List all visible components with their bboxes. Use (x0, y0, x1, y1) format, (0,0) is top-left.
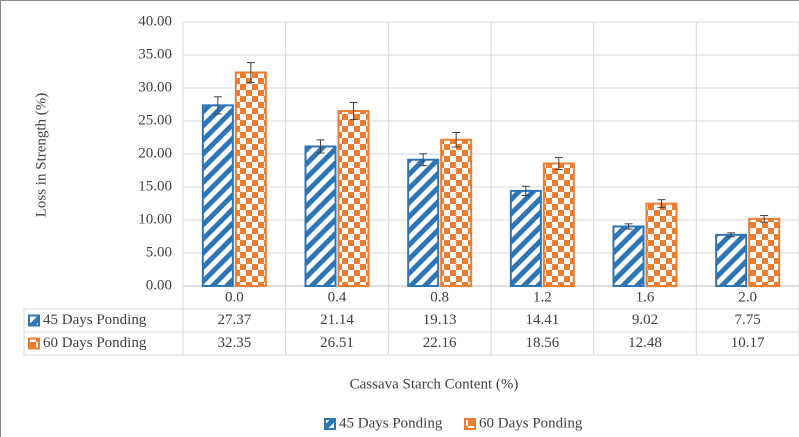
y-tick-label: 5.00 (146, 244, 172, 260)
bar (440, 138, 473, 287)
bar (748, 217, 781, 288)
x-tick-label: 2.0 (738, 289, 757, 305)
y-tick-label: 40.00 (138, 13, 172, 29)
table-value: 19.13 (423, 312, 457, 328)
x-axis-title: Cassava Starch Content (%) (350, 376, 519, 392)
y-tick-label: 20.00 (138, 145, 172, 161)
bar (201, 104, 234, 287)
bar (509, 189, 542, 287)
y-tick-label: 25.00 (138, 112, 172, 128)
y-tick-label: 10.00 (138, 211, 172, 227)
x-tick-label: 0.8 (430, 289, 449, 305)
table-value: 9.02 (632, 312, 658, 328)
x-tick-label: 1.2 (533, 289, 552, 305)
y-tick-label: 35.00 (138, 46, 172, 62)
x-tick-label: 0.4 (328, 289, 347, 305)
bar (337, 110, 370, 287)
bar (645, 202, 678, 287)
x-tick-label: 0.0 (225, 289, 244, 305)
bar (234, 71, 267, 287)
bar (715, 233, 748, 288)
x-tick-label: 1.6 (636, 289, 655, 305)
table-value: 21.14 (320, 312, 354, 328)
table-value: 10.17 (731, 335, 765, 351)
y-tick-label: 0.00 (146, 277, 172, 293)
table-value: 12.48 (628, 335, 662, 351)
table-value: 32.35 (217, 335, 251, 351)
table-value: 22.16 (423, 335, 457, 351)
legend-label: 60 Days Ponding (479, 415, 583, 431)
table-legend-key (28, 337, 40, 350)
y-tick-label: 30.00 (138, 79, 172, 95)
bar (612, 225, 645, 288)
table-series-name: 60 Days Ponding (43, 335, 147, 351)
table-value: 26.51 (320, 335, 354, 351)
bar (407, 158, 440, 288)
legend-label: 45 Days Ponding (339, 415, 443, 431)
table-legend-key (28, 314, 40, 327)
bar (542, 162, 575, 287)
table-value: 27.37 (217, 312, 251, 328)
legend-key (324, 418, 336, 430)
legend-key (464, 418, 476, 430)
table-value: 14.41 (525, 312, 559, 328)
y-tick-label: 15.00 (138, 178, 172, 194)
bar (304, 145, 337, 287)
table-value: 18.56 (525, 335, 559, 351)
y-axis-title: Loss in Strength (%) (33, 93, 49, 218)
table-value: 7.75 (735, 312, 761, 328)
table-series-name: 45 Days Ponding (43, 312, 147, 328)
